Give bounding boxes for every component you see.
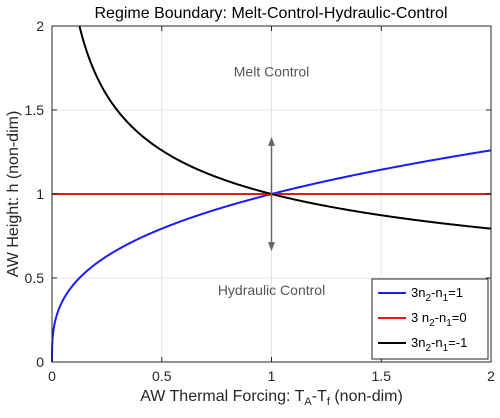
legend-label-1: 3 n2-n1=0 <box>411 310 467 329</box>
x-tick-label-2: 1 <box>268 368 276 384</box>
x-tick-label-3: 1.5 <box>372 368 392 384</box>
y-tick-label-4: 2 <box>36 18 44 34</box>
legend-label-2: 3n2-n1=-1 <box>411 335 467 354</box>
axes: 0 0.5 1 1.5 2 0 0.5 1 1.5 2 AW Thermal Forcing: TA… <box>5 18 495 408</box>
x-tick-label-4: 2 <box>487 368 495 384</box>
arrow-head-up <box>268 136 275 146</box>
series-line-0 <box>51 149 492 363</box>
legend-label-0: 3n2-n1=1 <box>411 285 463 304</box>
x-axis-title: AW Thermal Forcing: TA-Tf (non-dim) <box>140 388 403 408</box>
arrow-head-down <box>268 242 275 252</box>
annotation-0: Melt Control <box>234 63 309 79</box>
x-tick-label-0: 0 <box>48 368 56 384</box>
series-line-2 <box>78 25 492 230</box>
legend: 3n2-n1=1 3 n2-n1=0 3n2-n1=-1 <box>371 278 489 360</box>
x-tick-label-1: 0.5 <box>152 368 172 384</box>
y-tick-label-2: 1 <box>36 186 44 202</box>
y-tick-label-1: 0.5 <box>25 270 45 286</box>
y-tick-label-3: 1.5 <box>25 102 45 118</box>
annotation-1: Hydraulic Control <box>218 282 325 298</box>
y-tick-label-0: 0 <box>36 354 44 370</box>
y-axis-title: AW Height: h (non-dim) <box>5 111 22 278</box>
chart-title: Regime Boundary: Melt-Control-Hydraulic-… <box>94 5 447 22</box>
annotation-layer: Melt Control Hydraulic Control <box>218 63 325 297</box>
